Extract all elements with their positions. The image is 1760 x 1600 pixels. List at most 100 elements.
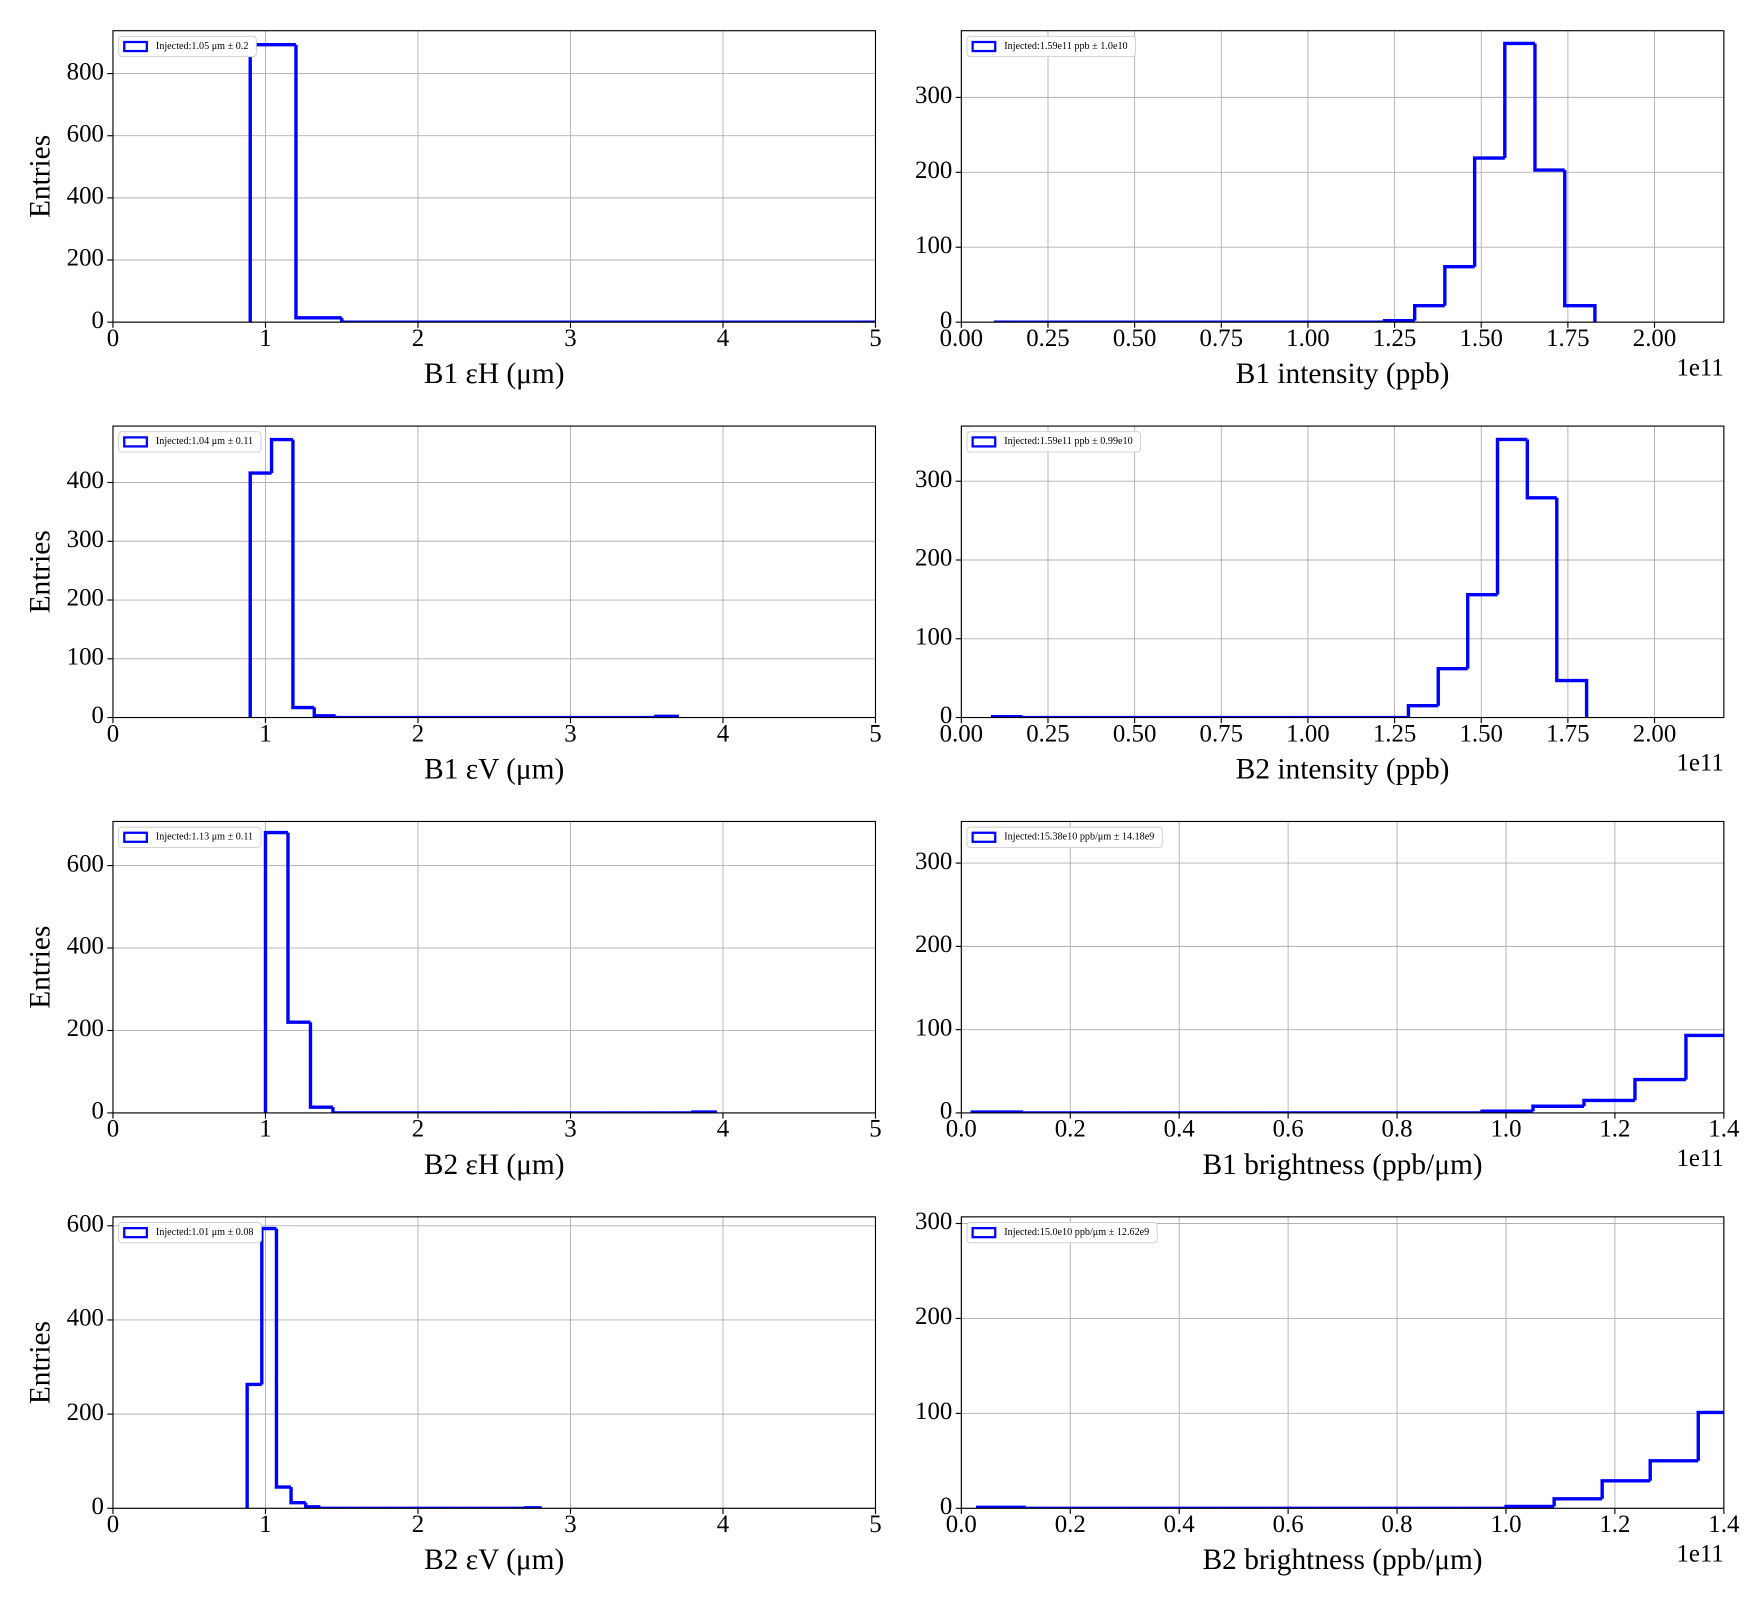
y-tick-label: 0 [92,702,104,729]
x-tick-label: 2 [412,325,424,352]
histogram-bin [1582,1098,1635,1107]
histogram-bin [1503,41,1535,159]
x-tick-label: 0.00 [940,720,983,747]
x-tick-label: 5 [869,720,881,747]
histogram-bin [248,471,272,718]
legend: Injected:1.59e11 ppb ± 0.99e10 [966,431,1142,453]
x-axis-label: B1 intensity (ppb) [1236,358,1450,390]
axes-frame [960,820,1725,1114]
x-tick-label: 0.25 [1026,325,1069,352]
legend-swatch [123,436,148,448]
histogram-bin [1684,1033,1724,1080]
x-tick-label: 1.2 [1599,1116,1630,1143]
y-tick-label: 400 [67,933,104,960]
legend-label: Injected:1.04 μm ± 0.11 [156,436,253,447]
x-tick-label: 0.4 [1164,1511,1196,1538]
x-tick-label: 1.00 [1286,720,1329,747]
x-tick-label: 2 [412,720,424,747]
histogram-bin [1533,43,1565,172]
x-tick-label: 3 [564,1116,576,1143]
y-tick-label: 200 [915,545,952,572]
subplot: 0 1 2 3 4 5 0 200 400 600 B2 εV (μm) Entries Injecte… [25,1210,882,1576]
x-tick-label: 4 [717,1511,730,1538]
x-tick-label: 1.4 [1708,1511,1740,1538]
x-axis-label: B2 εH (μm) [424,1149,565,1181]
x-tick-label: 0.2 [1055,1511,1086,1538]
y-tick-label: 100 [915,232,952,259]
legend-frame [118,35,257,58]
y-tick-label: 300 [915,82,952,109]
x-tick-label: 1.25 [1373,720,1416,747]
legend-label: Injected:1.13 μm ± 0.11 [156,832,253,843]
x-tick-label: 0.25 [1026,720,1069,747]
y-tick-label: 200 [67,1015,104,1042]
legend-swatch [971,40,997,53]
x-tick-label: 0.75 [1200,325,1243,352]
histogram-bin [1436,667,1468,706]
y-tick-label: 600 [67,850,104,877]
x-tick-label: 1.4 [1708,1116,1740,1143]
histogram-bin [1552,1497,1603,1507]
x-tick-label: 2 [412,1511,424,1538]
x-tick-label: 2 [412,1116,424,1143]
histogram-bin [263,830,288,1113]
x-tick-label: 4 [717,1116,730,1143]
x-axis-label: B1 εH (μm) [424,358,565,390]
legend-swatch [971,831,997,843]
x-tick-label: 1 [259,325,271,352]
x-tick-label: 5 [869,1511,881,1538]
histogram-bin [286,832,311,1024]
y-tick-label: 300 [915,1208,952,1235]
x-axis-label: B2 brightness (ppb/μm) [1203,1544,1483,1576]
x-tick-label: 1.00 [1286,325,1329,352]
histogram-bin [274,1228,292,1489]
y-tick-label: 0 [92,307,104,334]
histogram-bin [1563,170,1597,323]
legend: Injected:1.59e11 ppb ± 1.0e10 [966,35,1136,58]
histogram-bin [1504,1504,1555,1509]
histogram [248,437,679,718]
y-axis-label: Entries [25,135,57,218]
y-tick-label: 100 [915,1398,952,1425]
x-tick-label: 1.25 [1373,325,1416,352]
y-tick-label: 0 [940,702,952,729]
x-tick-label: 1.50 [1459,325,1502,352]
x-tick-label: 1 [259,720,271,747]
x-tick-label: 0.50 [1113,325,1156,352]
x-tick-label: 0.4 [1164,1116,1196,1143]
histogram-bin [269,437,293,474]
x-offset-label: 1e11 [1676,1145,1723,1172]
x-axis-label: B1 εV (μm) [424,753,564,785]
y-tick-label: 0 [940,1493,952,1520]
legend-swatch [971,436,997,448]
y-tick-label: 200 [915,157,952,184]
y-axis-label: Entries [25,1321,57,1404]
histogram-bin [1696,1410,1724,1461]
subplot: 0.00 0.25 0.50 0.75 1.00 1.25 1.50 1.75 2.00 0 100… [915,425,1725,785]
y-tick-label: 200 [915,931,952,958]
x-offset-label: 1e11 [1676,1540,1723,1567]
x-tick-label: 0.6 [1273,1116,1304,1143]
x-tick-label: 1.0 [1490,1511,1521,1538]
y-tick-label: 100 [915,1014,952,1041]
x-tick-label: 0.00 [940,325,983,352]
histogram [263,830,718,1113]
y-tick-label: 0 [92,1098,104,1125]
axes-frame [112,425,877,719]
x-tick-label: 0.75 [1200,720,1243,747]
axes-frame [960,425,1725,719]
legend: Injected:15.0e10 ppb/μm ± 12.62e9 [966,1222,1158,1244]
y-axis-label: Entries [25,926,57,1009]
x-tick-label: 0.50 [1113,720,1156,747]
legend: Injected:15.38e10 ppb/μm ± 14.18e9 [966,826,1163,848]
x-axis-label: B2 εV (μm) [424,1544,564,1576]
subplot: 0 1 2 3 4 5 0 200 400 600 800 B1 εH (μm) Entries Inje… [25,30,882,390]
histogram-bin [1472,156,1505,267]
legend: Injected:1.13 μm ± 0.11 [118,826,262,848]
axes-frame [112,30,877,323]
y-tick-label: 300 [915,466,952,493]
histogram-bin [654,714,679,718]
histogram-bin [304,1502,321,1509]
y-tick-label: 100 [915,623,952,650]
subplot: 0.0 0.2 0.4 0.6 0.8 1.0 1.2 1.4 0 100 200 300 B1 bri… [915,820,1740,1181]
